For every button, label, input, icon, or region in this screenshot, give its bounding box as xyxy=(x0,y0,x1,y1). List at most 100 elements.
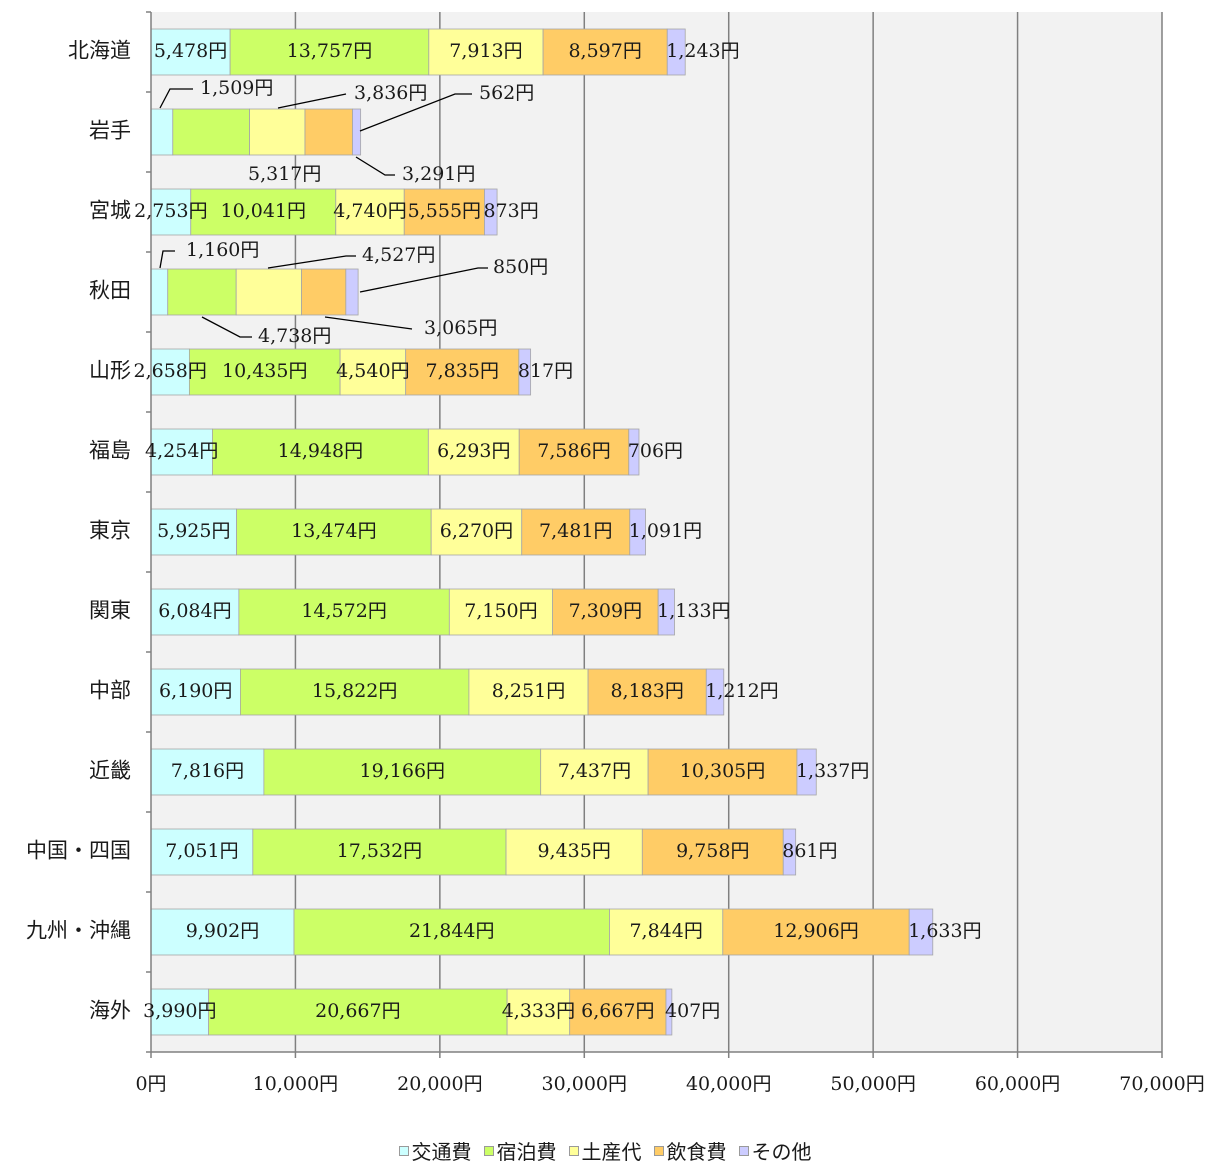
data-label: 3,990円 xyxy=(143,1000,216,1022)
bar-segment xyxy=(150,188,192,236)
data-label: 1,509円 xyxy=(200,77,273,99)
bar-segment xyxy=(249,108,306,156)
bar-segment xyxy=(448,588,553,636)
data-label: 6,084円 xyxy=(158,600,231,622)
legend-item: 宿泊費 xyxy=(483,1136,557,1165)
bar-segment xyxy=(150,348,190,396)
axes: 0円 10,000円 20,000円 30,000円 40,000円 50,000円 60,… xyxy=(26,11,1205,1095)
bar-segment xyxy=(657,588,675,636)
data-label: 5,317円 xyxy=(248,163,321,185)
data-label: 7,816円 xyxy=(171,760,244,782)
data-label: 2,658円 xyxy=(133,360,206,382)
bar-segment xyxy=(908,908,934,956)
data-label: 10,041円 xyxy=(221,200,306,222)
data-label: 7,586円 xyxy=(537,440,610,462)
bar-segment xyxy=(796,748,817,796)
category-label: 福島 xyxy=(89,439,131,463)
legend: 交通費 宿泊費 土産代 飲食費 その他 xyxy=(0,1136,1210,1165)
data-label: 1,633円 xyxy=(908,920,981,942)
data-label: 4,540円 xyxy=(336,360,409,382)
bar-segment xyxy=(304,108,353,156)
data-label: 5,555円 xyxy=(408,200,481,222)
data-label: 4,738円 xyxy=(258,325,331,347)
x-tick-label: 60,000円 xyxy=(975,1073,1060,1095)
legend-swatch xyxy=(738,1145,749,1156)
category-label: 北海道 xyxy=(68,39,131,63)
data-label: 1,091円 xyxy=(629,520,702,542)
category-label: 九州・沖縄 xyxy=(26,919,131,943)
data-label: 4,254円 xyxy=(145,440,218,462)
data-label: 14,572円 xyxy=(301,600,386,622)
data-label: 4,333円 xyxy=(502,1000,575,1022)
data-label: 15,822円 xyxy=(312,680,397,702)
bar-segment xyxy=(505,828,643,876)
bar-segment xyxy=(542,28,668,76)
data-label: 861円 xyxy=(782,840,837,862)
bar-segment xyxy=(150,828,254,876)
legend-item: 交通費 xyxy=(398,1136,472,1165)
bar-segment xyxy=(609,908,724,956)
bar-segment xyxy=(628,428,640,476)
bar-segment xyxy=(212,428,429,476)
bar-segment xyxy=(428,28,544,76)
bar-segment xyxy=(150,108,174,156)
data-label: 10,305円 xyxy=(680,760,765,782)
category-label: 中部 xyxy=(89,679,131,703)
bar-segment xyxy=(252,828,507,876)
leader-line xyxy=(267,255,356,269)
bar-segment xyxy=(403,188,485,236)
data-label: 6,293円 xyxy=(437,440,510,462)
data-label: 1,133円 xyxy=(657,600,730,622)
data-label: 407円 xyxy=(665,1000,720,1022)
bar-segment xyxy=(236,508,432,556)
data-label: 9,902円 xyxy=(186,920,259,942)
bar-segment xyxy=(235,268,302,316)
bar-segment xyxy=(190,188,337,236)
bar-segment xyxy=(629,508,646,556)
bar-segment xyxy=(506,988,571,1036)
bar-segment xyxy=(150,508,237,556)
bar-segment xyxy=(293,908,610,956)
bar-segment xyxy=(301,268,347,316)
bar-segment xyxy=(430,508,523,556)
bar-segment xyxy=(641,828,784,876)
data-label: 2,753円 xyxy=(134,200,207,222)
bar-segment xyxy=(188,348,341,396)
leader-line xyxy=(359,93,472,132)
leader-line xyxy=(201,316,252,338)
category-label: 秋田 xyxy=(89,279,131,303)
bar-segment xyxy=(263,748,542,796)
data-label: 19,166円 xyxy=(360,760,445,782)
data-label: 6,270円 xyxy=(440,520,513,542)
data-label: 13,474円 xyxy=(291,520,376,542)
data-label: 5,478円 xyxy=(154,40,227,62)
data-label: 873円 xyxy=(483,200,538,222)
legend-swatch xyxy=(398,1145,409,1156)
bar-segment xyxy=(167,268,237,316)
legend-swatch xyxy=(653,1145,664,1156)
bar-segment xyxy=(352,108,362,156)
bar-segment xyxy=(172,108,250,156)
leader-line xyxy=(324,316,413,330)
bar-segment xyxy=(345,268,359,316)
data-label: 9,758円 xyxy=(676,840,749,862)
bar-segment xyxy=(521,508,631,556)
legend-label: 交通費 xyxy=(411,1140,472,1164)
data-label: 6,190円 xyxy=(159,680,232,702)
data-label: 562円 xyxy=(479,82,534,104)
legend-label: 土産代 xyxy=(581,1140,642,1164)
bar-segment xyxy=(666,28,686,76)
bar-segment xyxy=(587,668,707,716)
bar-segment xyxy=(238,588,450,636)
category-label: 近畿 xyxy=(89,759,131,783)
leader-line xyxy=(359,267,488,293)
x-tick-label: 70,000円 xyxy=(1119,1073,1204,1095)
leader-line xyxy=(159,250,175,269)
x-tick-label: 50,000円 xyxy=(830,1073,915,1095)
data-label: 8,183円 xyxy=(610,680,683,702)
bar-segment xyxy=(229,28,430,76)
data-label: 7,844円 xyxy=(629,920,702,942)
data-label: 3,065円 xyxy=(424,317,497,339)
data-label: 706円 xyxy=(628,440,683,462)
category-label: 岩手 xyxy=(89,119,131,143)
